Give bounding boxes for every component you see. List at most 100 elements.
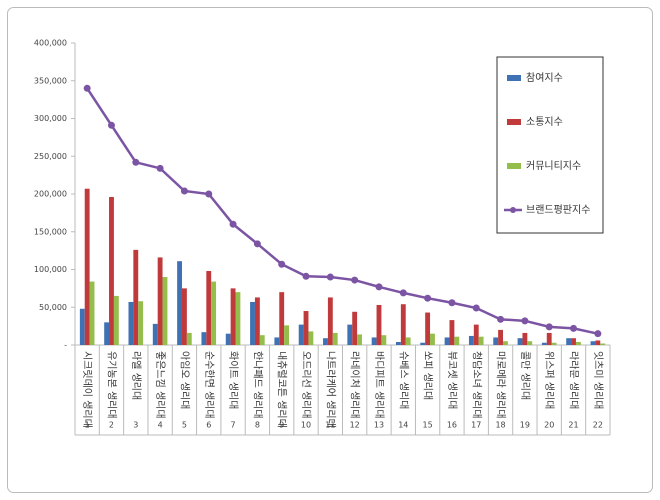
y-tick-label: 250,000 <box>34 152 67 161</box>
bar <box>473 324 479 345</box>
rank-label: 22 <box>593 421 603 430</box>
legend-swatch <box>507 119 521 125</box>
bar <box>225 333 231 345</box>
rank-label: 21 <box>568 421 578 430</box>
y-tick-label: - <box>64 341 67 350</box>
legend-label: 참여지수 <box>526 72 563 84</box>
bar <box>454 336 460 345</box>
bar <box>347 324 353 345</box>
x-tick-label: 순수한면 생리대 <box>203 351 215 419</box>
x-tick-label: 나트라케어 생리대 <box>324 351 336 428</box>
x-tick-label: 유기농본 생리대 <box>105 351 117 419</box>
bar <box>177 261 182 345</box>
bar <box>128 301 134 345</box>
bar <box>332 332 338 345</box>
bar <box>113 295 119 345</box>
bar <box>79 308 85 345</box>
y-tick-label: 400,000 <box>34 39 67 48</box>
x-tick-label: 잇츠미 생리대 <box>592 351 604 409</box>
rank-label: 5 <box>182 421 187 430</box>
bar <box>211 281 217 345</box>
rank-label: 4 <box>158 421 163 430</box>
bar <box>138 301 144 345</box>
bar <box>546 332 552 345</box>
rank-label: 7 <box>231 421 236 430</box>
bar <box>303 311 309 345</box>
bar <box>566 338 572 345</box>
bar <box>449 320 455 345</box>
legend-label: 브랜드평판지수 <box>526 204 590 216</box>
bar <box>254 297 260 345</box>
bar <box>376 304 382 345</box>
x-tick-label: 라엘 생리대 <box>130 351 143 400</box>
rank-label: 16 <box>447 421 457 430</box>
bar <box>284 325 289 345</box>
bar <box>503 341 508 345</box>
x-tick-label: 좋은느낌 생리대 <box>154 351 166 419</box>
rank-label: 13 <box>374 421 384 430</box>
rank-label: 1 <box>85 421 90 430</box>
legend-swatch-dot <box>510 207 516 213</box>
y-tick-label: 150,000 <box>34 227 67 236</box>
bar <box>206 271 212 345</box>
bar <box>104 322 110 345</box>
rank-label: 11 <box>325 421 335 430</box>
bar <box>600 343 606 345</box>
x-tick-label: 위스퍼 생리대 <box>543 351 556 409</box>
x-tick-label: 한나패드 생리대 <box>251 351 263 419</box>
bar <box>182 288 187 345</box>
bar <box>575 341 581 345</box>
bar <box>235 292 241 345</box>
rank-label: 8 <box>255 421 260 430</box>
bar <box>590 341 596 345</box>
bar <box>493 337 499 345</box>
x-tick-label: 라라문 생리대 <box>568 351 580 409</box>
legend-label: 커뮤니티지수 <box>526 160 581 172</box>
line <box>83 84 602 338</box>
y-tick-label: 100,000 <box>34 265 67 274</box>
bar <box>444 337 450 345</box>
x-tick-label: 콜만 생리대 <box>519 351 531 400</box>
x-tick-label: 화이트 생리대 <box>227 351 239 409</box>
bar <box>133 249 139 345</box>
bar <box>162 277 168 345</box>
bar <box>498 329 503 345</box>
bar <box>478 336 484 345</box>
bar <box>357 334 362 345</box>
x-tick-label: 바디피트 생리대 <box>373 351 385 419</box>
bar <box>400 304 406 345</box>
bar <box>201 332 207 345</box>
legend-swatch <box>507 75 521 81</box>
bar <box>430 333 435 345</box>
bar <box>323 338 328 345</box>
rank-label: 3 <box>133 421 138 430</box>
bar <box>327 297 333 345</box>
x-tick-label: 오드리선 생리대 <box>300 351 312 419</box>
bar <box>186 332 192 345</box>
rank-label: 12 <box>350 421 360 430</box>
bar <box>468 335 474 345</box>
bar <box>396 341 401 345</box>
rank-label: 9 <box>279 421 284 430</box>
rank-label: 19 <box>520 421 530 430</box>
rank-label: 2 <box>109 421 114 430</box>
bar <box>84 188 90 345</box>
x-tick-label: 마로메라 생리대 <box>495 351 507 419</box>
rank-label: 14 <box>398 421 408 430</box>
x-tick-label: 뷰코셋 생리대 <box>446 351 458 409</box>
bar <box>541 342 547 345</box>
bar <box>425 312 431 345</box>
bar <box>230 288 236 345</box>
bar <box>381 335 387 345</box>
bar <box>527 341 533 345</box>
rank-label: 15 <box>423 421 433 430</box>
rank-label: 10 <box>301 421 311 430</box>
x-tick-label: 슈베스 생리대 <box>397 351 409 409</box>
bar <box>298 324 304 345</box>
x-tick-label: 청담소녀 생리대 <box>470 351 482 419</box>
y-tick-label: 50,000 <box>39 303 67 312</box>
x-tick-label: 아임오 생리대 <box>178 351 191 409</box>
y-tick-label: 200,000 <box>34 190 67 199</box>
rank-label: 20 <box>544 421 554 430</box>
